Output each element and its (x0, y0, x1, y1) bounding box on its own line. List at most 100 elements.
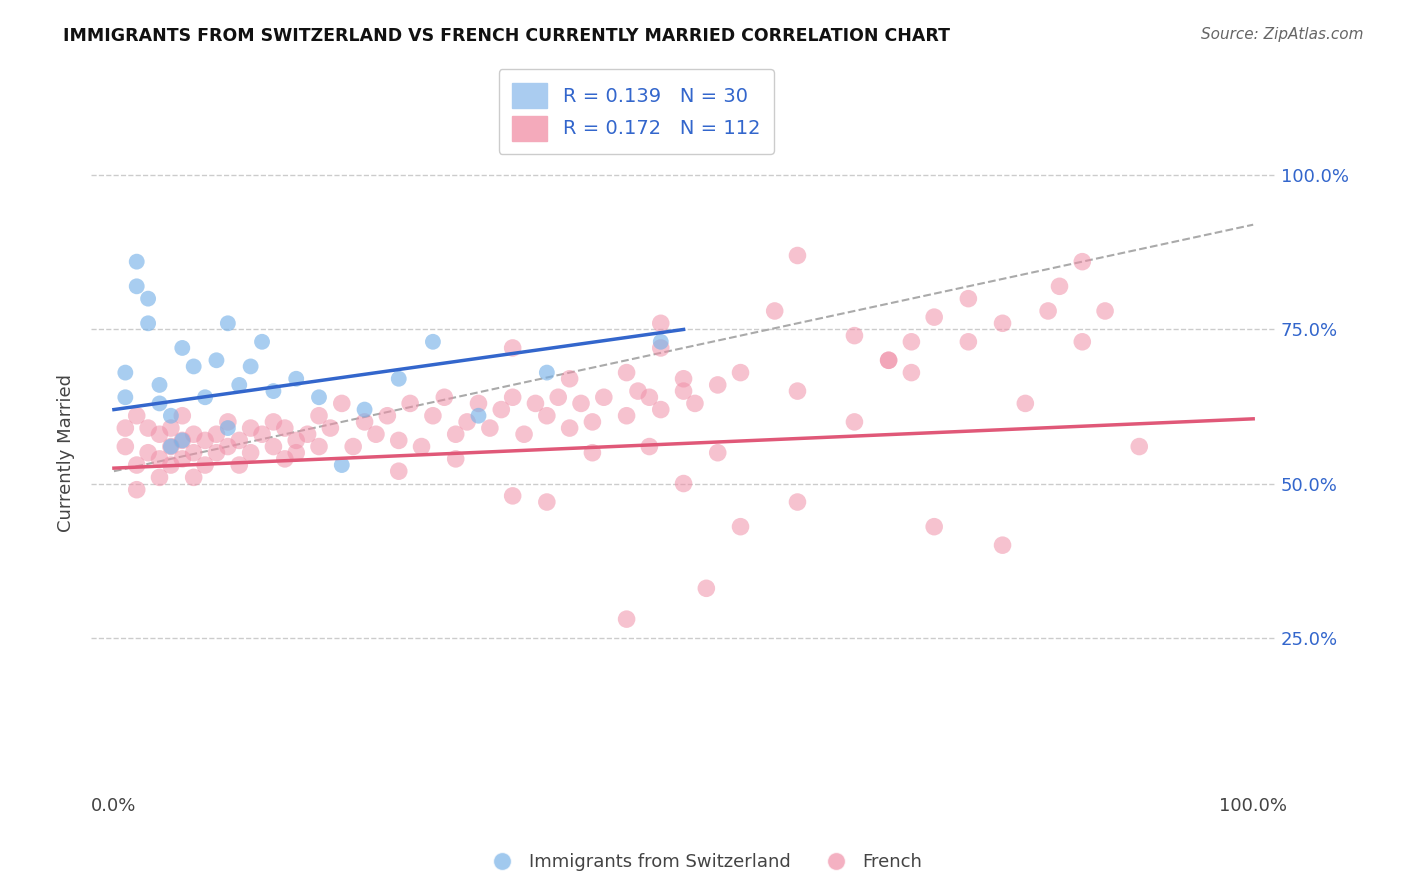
Point (547, 390, 569, 404)
Point (308, 440, 330, 454)
Point (957, 334, 980, 349)
Point (353, 415, 375, 429)
Point (342, 440, 364, 454)
Point (160, 409, 183, 423)
Point (297, 427, 319, 442)
Point (444, 427, 467, 442)
Point (900, 366, 922, 380)
Point (183, 470, 205, 484)
Point (706, 446, 728, 460)
Point (502, 390, 524, 404)
Point (1036, 304, 1059, 318)
Point (172, 434, 194, 448)
Point (308, 409, 330, 423)
Point (422, 409, 444, 423)
Point (183, 427, 205, 442)
Point (125, 279, 148, 293)
Point (228, 434, 250, 448)
Point (922, 519, 945, 533)
Point (377, 409, 399, 423)
Point (228, 378, 250, 392)
Point (183, 359, 205, 374)
Point (638, 390, 661, 404)
Point (160, 440, 183, 454)
Point (444, 451, 467, 466)
Point (638, 440, 661, 454)
Point (558, 421, 581, 435)
Point (125, 254, 148, 268)
Point (319, 421, 342, 435)
Point (308, 390, 330, 404)
Point (411, 440, 433, 454)
Point (1049, 279, 1071, 293)
Point (467, 409, 489, 423)
Y-axis label: Currently Married: Currently Married (58, 374, 75, 532)
Point (172, 434, 194, 448)
Point (160, 458, 183, 472)
Point (125, 458, 148, 472)
Point (136, 292, 159, 306)
Point (285, 446, 308, 460)
Point (239, 421, 262, 435)
Point (616, 366, 638, 380)
Point (114, 390, 136, 404)
Point (148, 427, 170, 442)
Point (513, 427, 536, 442)
Point (433, 390, 456, 404)
Point (183, 446, 205, 460)
Point (217, 316, 239, 330)
Point (1128, 440, 1150, 454)
Point (194, 458, 217, 472)
Point (388, 464, 411, 478)
Point (228, 458, 250, 472)
Point (616, 612, 638, 626)
Legend: R = 0.139   N = 30, R = 0.172   N = 112: R = 0.139 N = 30, R = 0.172 N = 112 (499, 70, 773, 154)
Point (957, 292, 980, 306)
Point (558, 372, 581, 386)
Point (695, 582, 717, 596)
Point (160, 421, 183, 435)
Point (1071, 254, 1094, 268)
Point (262, 415, 284, 429)
Point (672, 372, 695, 386)
Point (569, 396, 592, 410)
Point (285, 372, 308, 386)
Point (148, 378, 170, 392)
Point (502, 341, 524, 355)
Point (491, 402, 513, 417)
Point (1094, 304, 1116, 318)
Point (114, 366, 136, 380)
Text: IMMIGRANTS FROM SWITZERLAND VS FRENCH CURRENTLY MARRIED CORRELATION CHART: IMMIGRANTS FROM SWITZERLAND VS FRENCH CU… (63, 27, 950, 45)
Point (239, 359, 262, 374)
Point (285, 434, 308, 448)
Point (786, 248, 808, 262)
Text: Source: ZipAtlas.com: Source: ZipAtlas.com (1201, 27, 1364, 42)
Point (672, 476, 695, 491)
Point (114, 440, 136, 454)
Point (900, 334, 922, 349)
Point (148, 470, 170, 484)
Point (136, 421, 159, 435)
Point (877, 353, 900, 368)
Point (730, 366, 752, 380)
Point (706, 378, 728, 392)
Point (844, 328, 866, 343)
Point (536, 495, 558, 509)
Point (786, 384, 808, 398)
Point (217, 421, 239, 435)
Point (672, 384, 695, 398)
Point (353, 402, 375, 417)
Point (274, 451, 297, 466)
Point (205, 353, 228, 368)
Point (114, 421, 136, 435)
Point (136, 316, 159, 330)
Point (205, 427, 228, 442)
Point (763, 304, 786, 318)
Point (650, 334, 672, 349)
Point (581, 446, 603, 460)
Point (991, 316, 1014, 330)
Point (172, 341, 194, 355)
Point (1014, 396, 1036, 410)
Point (364, 427, 387, 442)
Point (786, 495, 808, 509)
